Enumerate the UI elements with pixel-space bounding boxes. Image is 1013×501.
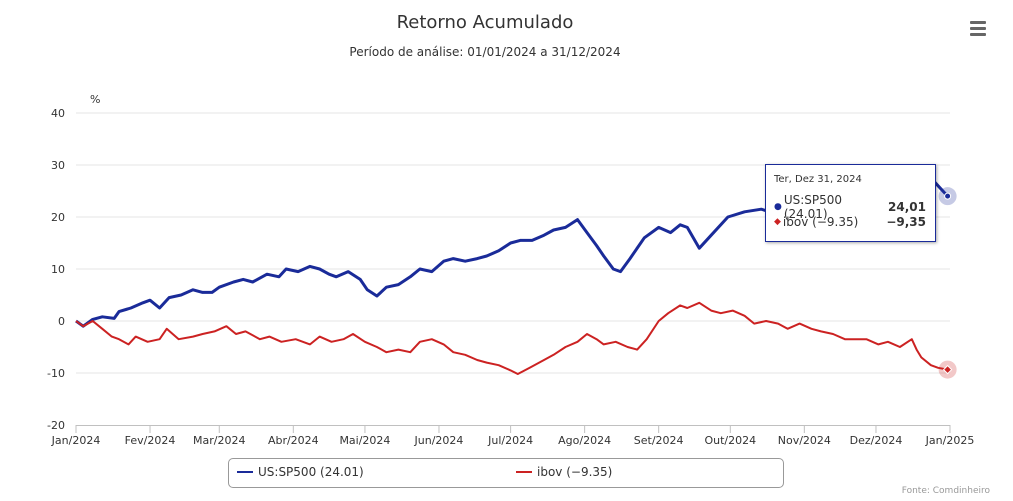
tooltip-date: Ter, Dez 31, 2024	[774, 174, 862, 185]
y-tick-label: 40	[51, 107, 65, 120]
x-tick-label: Abr/2024	[268, 434, 319, 447]
x-tick-label: Jun/2024	[414, 434, 464, 447]
y-tick-label: 0	[58, 315, 65, 328]
x-tick-label: Jan/2025	[925, 434, 975, 447]
tooltip: Ter, Dez 31, 2024 ● US:SP500 (24.01) 24,…	[765, 164, 936, 242]
series-line-ibov	[75, 301, 948, 375]
credits: Fonte: Comdinheiro	[901, 486, 990, 496]
tooltip-series-name: ibov (−9.35)	[782, 215, 859, 229]
x-tick-label: Jan/2024	[51, 434, 101, 447]
circle-icon: ●	[774, 202, 782, 212]
legend-label: ibov (−9.35)	[537, 465, 613, 479]
y-tick-label: -20	[47, 419, 65, 432]
x-tick-label: Set/2024	[634, 434, 684, 447]
tooltip-row-ibov: ◆ ibov (−9.35) −9,35	[774, 215, 926, 229]
y-tick-label: 20	[51, 211, 65, 224]
hover-marker	[942, 364, 953, 375]
y-tick-label: 30	[51, 159, 65, 172]
tooltip-series-value: 24,01	[888, 200, 926, 214]
x-tick-label: Fev/2024	[125, 434, 176, 447]
tooltip-series-value: −9,35	[886, 215, 926, 229]
x-tick-label: Jul/2024	[487, 434, 533, 447]
grid-lines	[76, 112, 950, 374]
end-markers	[938, 187, 957, 379]
chart-subtitle: Período de análise: 01/01/2024 a 31/12/2…	[349, 45, 621, 59]
y-tick-label: 10	[51, 263, 65, 276]
chart-title: Retorno Acumulado	[396, 12, 574, 33]
legend: US:SP500 (24.01) ibov (−9.35)	[228, 458, 784, 488]
x-tick-label: Dez/2024	[850, 434, 903, 447]
axes: -20 -10 0 10 20 30 40% Jan/2024 Fev/2024 Mar/2024…	[47, 93, 974, 447]
y-axis-label: %	[90, 93, 100, 106]
x-tick-label: Out/2024	[704, 434, 756, 447]
diamond-icon: ◆	[774, 217, 781, 227]
x-tick-label: Mar/2024	[193, 434, 245, 447]
x-tick-label: Ago/2024	[558, 434, 611, 447]
legend-line-icon	[237, 471, 253, 473]
hover-marker	[944, 192, 952, 200]
legend-item-ibov[interactable]: ibov (−9.35)	[516, 465, 612, 479]
tooltip-row-sp500: ● US:SP500 (24.01) 24,01	[774, 193, 926, 221]
legend-line-icon	[516, 471, 532, 473]
y-tick-label: -10	[47, 367, 65, 380]
legend-label: US:SP500 (24.01)	[258, 465, 364, 479]
hamburger-menu-icon[interactable]	[966, 18, 990, 40]
tooltip-series-name: US:SP500 (24.01)	[783, 193, 843, 221]
legend-item-sp500[interactable]: US:SP500 (24.01)	[237, 465, 364, 479]
x-tick-label: Nov/2024	[778, 434, 831, 447]
x-tick-label: Mai/2024	[339, 434, 390, 447]
